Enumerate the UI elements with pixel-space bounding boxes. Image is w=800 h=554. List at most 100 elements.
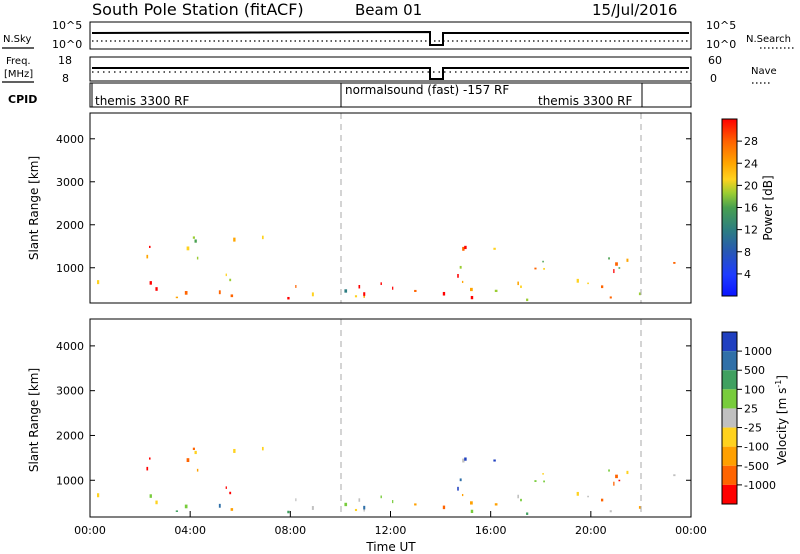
y-tick-label: 1000 [56, 262, 84, 275]
velocity-colorbar-blocks [721, 331, 738, 505]
velocity-cell [230, 508, 234, 511]
power-cell [344, 289, 348, 293]
velocity-cell [380, 495, 382, 499]
velocity-colorbar-label: Velocity [m s-1] [774, 375, 789, 465]
power-cell [194, 239, 197, 243]
colorbar-tick-label: 1000 [744, 345, 772, 358]
x-tick-label: 16:00 [475, 524, 507, 537]
freq-panel: Freq. [MHz] 18 8 60 0 Nave [2, 54, 777, 85]
velocity-cell [392, 500, 394, 504]
power-cell [638, 292, 641, 296]
power-cell [192, 236, 195, 239]
velocity-cell [461, 493, 464, 497]
velocity-cell [520, 498, 522, 502]
colorbar-block [722, 332, 737, 352]
velocity-cell [618, 479, 621, 482]
colorbar-block [722, 351, 737, 371]
velocity-cell [155, 500, 158, 505]
colorbar-tick-label: 16 [744, 202, 758, 215]
velocity-cell [464, 457, 467, 461]
colorbar-block [722, 427, 737, 447]
velocity-cell [457, 486, 459, 491]
y-tick-label: 3000 [56, 176, 84, 189]
velocity-colorbar-label-sup: -1 [774, 380, 783, 388]
power-cell [233, 237, 236, 242]
noise-panel: N.Sky 10^5 10^0 10^5 10^0 N.Search [2, 19, 794, 51]
velocity-cell [149, 494, 152, 498]
power-yticks: 1000 2000 3000 4000 [56, 133, 691, 275]
power-cell [626, 258, 629, 262]
cpid-panel-frame [89, 82, 692, 108]
power-cell [225, 273, 227, 277]
colorbar-tick-label: -25 [744, 422, 762, 435]
velocity-cell [295, 498, 297, 502]
power-cell [363, 292, 366, 296]
colorbar-block [722, 370, 737, 390]
y-tick-label: 4000 [56, 133, 84, 146]
power-cell [526, 298, 529, 302]
cpid-segment-1: themis 3300 RF [95, 94, 189, 108]
velocity-cell [233, 448, 236, 453]
velocity-cell [470, 509, 474, 514]
freq-tick-low: 8 [62, 72, 69, 85]
velocity-cell [576, 491, 579, 496]
nsearch-label: N.Search [746, 34, 791, 45]
power-cell [609, 296, 612, 299]
nsky-label: N.Sky [3, 34, 31, 45]
y-tick-label: 4000 [56, 340, 84, 353]
velocity-cell [146, 466, 149, 471]
nave-tick-low: 0 [710, 72, 717, 85]
nsearch-tick-high: 10^5 [706, 19, 736, 32]
cpid-panel: CPID themis 3300 RF normalsound (fast) -… [8, 82, 692, 108]
colorbar-block [722, 484, 737, 504]
time-axis-ticks: 00:00 04:00 08:00 12:00 16:00 20:00 00:00 [74, 511, 707, 537]
velocity-cell [587, 495, 589, 498]
velocity-cell [534, 480, 537, 482]
velocity-cell [526, 512, 529, 515]
power-cell [363, 295, 365, 298]
x-tick-label: 00:00 [74, 524, 106, 537]
velocity-cell [175, 510, 179, 512]
power-cell [96, 280, 100, 285]
power-cell [576, 278, 579, 283]
velocity-cell [493, 459, 496, 462]
velocity-heatmap [96, 446, 676, 515]
cpid-segment-3: themis 3300 RF [538, 94, 632, 108]
velocity-cell [96, 493, 100, 498]
power-colorbar-ticks: 4 8 12 16 20 24 28 [737, 135, 758, 281]
velocity-cell [218, 503, 221, 508]
colorbar-tick-label: 28 [744, 135, 758, 148]
power-colorbar-fill [721, 118, 738, 297]
power-cell [149, 281, 152, 285]
power-cell [148, 245, 151, 248]
power-cell [230, 294, 234, 298]
velocity-cell [287, 510, 290, 514]
velocity-cell [363, 505, 366, 510]
velocity-cell [462, 458, 465, 463]
velocity-cell [358, 498, 361, 502]
velocity-cell [186, 458, 190, 463]
power-panel: 1000 2000 3000 4000 Slant Range [km] [27, 112, 692, 304]
velocity-cell [615, 474, 618, 479]
freq-label-line1: Freq. [6, 56, 31, 67]
velocity-cell [311, 506, 314, 510]
power-cell [457, 273, 459, 278]
power-cell [175, 296, 179, 299]
velocity-cell [517, 494, 519, 499]
power-cell [261, 235, 264, 240]
velocity-cell [442, 505, 446, 510]
power-cell [464, 245, 467, 250]
power-cell [354, 295, 358, 298]
colorbar-tick-label: 500 [744, 364, 765, 377]
power-cell [534, 267, 537, 270]
freq-tick-high: 18 [58, 54, 72, 67]
colorbar-tick-label: 4 [744, 268, 751, 281]
power-cell [600, 285, 604, 289]
nsearch-tick-low: 10^0 [706, 38, 736, 51]
colorbar-block [722, 465, 737, 485]
velocity-panel-frame [89, 318, 692, 518]
power-panel-frame [89, 112, 692, 304]
time-axis-label: Time UT [365, 540, 416, 554]
y-tick-label: 3000 [56, 385, 84, 398]
